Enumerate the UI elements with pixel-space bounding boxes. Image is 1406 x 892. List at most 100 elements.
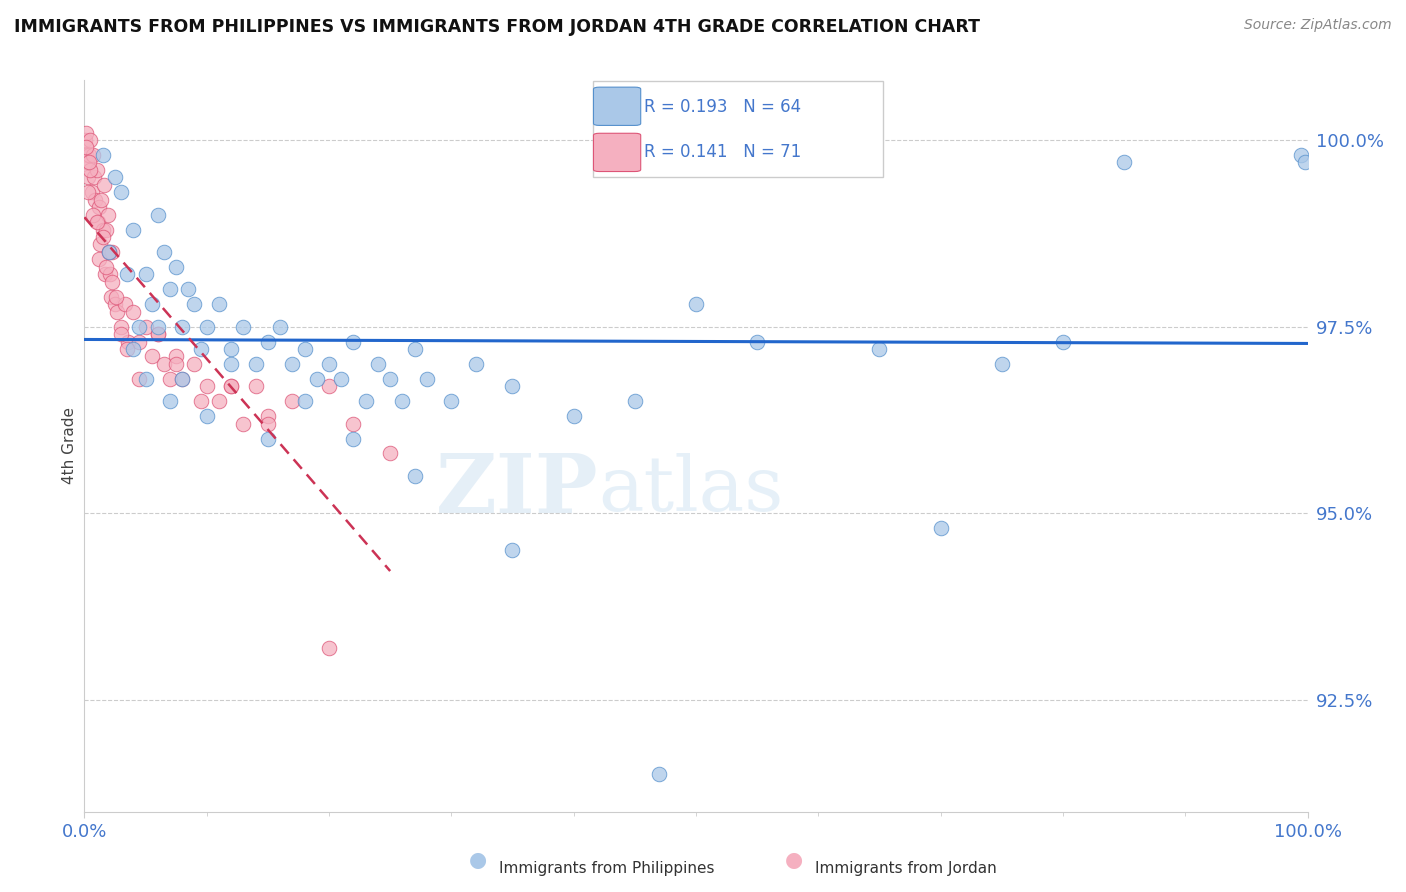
Point xyxy=(342,334,364,349)
Point xyxy=(232,319,254,334)
Point xyxy=(94,268,117,282)
Point xyxy=(86,162,108,177)
Point xyxy=(93,178,115,192)
Point xyxy=(153,244,176,259)
Point xyxy=(294,394,316,409)
Text: Source: ZipAtlas.com: Source: ZipAtlas.com xyxy=(1244,18,1392,32)
Point xyxy=(73,133,96,147)
Point xyxy=(195,319,218,334)
Point xyxy=(1291,148,1313,162)
Point xyxy=(165,357,187,371)
Point xyxy=(87,200,110,214)
Point xyxy=(96,260,118,274)
Text: ●: ● xyxy=(786,850,803,870)
Point xyxy=(89,237,111,252)
Point xyxy=(141,297,163,311)
Point xyxy=(128,334,150,349)
Point xyxy=(77,148,100,162)
FancyBboxPatch shape xyxy=(593,87,641,126)
Point xyxy=(110,186,132,200)
Point xyxy=(318,379,340,393)
Point xyxy=(318,640,340,655)
Point xyxy=(404,468,426,483)
Text: Immigrants from Philippines: Immigrants from Philippines xyxy=(499,861,714,876)
Point xyxy=(929,521,952,535)
Point xyxy=(96,222,118,236)
Point xyxy=(440,394,463,409)
Point xyxy=(128,372,150,386)
Point xyxy=(464,357,486,371)
Point xyxy=(122,342,145,356)
Point xyxy=(208,394,231,409)
Point xyxy=(146,326,169,341)
Point xyxy=(104,297,127,311)
Point xyxy=(380,446,402,460)
Text: Immigrants from Jordan: Immigrants from Jordan xyxy=(815,861,997,876)
Point xyxy=(79,133,101,147)
Point xyxy=(122,222,145,236)
Point xyxy=(318,357,340,371)
Point xyxy=(195,409,218,424)
Point xyxy=(87,252,110,267)
Point xyxy=(257,334,280,349)
Point xyxy=(135,268,157,282)
Point xyxy=(115,342,138,356)
Point xyxy=(219,342,242,356)
Point xyxy=(367,357,389,371)
Point xyxy=(330,372,353,386)
Point xyxy=(97,244,120,259)
Point xyxy=(1294,155,1316,169)
Point xyxy=(416,372,439,386)
FancyBboxPatch shape xyxy=(593,133,641,171)
Point xyxy=(172,372,194,386)
Point xyxy=(172,372,194,386)
FancyBboxPatch shape xyxy=(593,81,883,178)
Point xyxy=(128,319,150,334)
Point xyxy=(76,155,98,169)
Point xyxy=(281,357,304,371)
Point xyxy=(101,244,124,259)
Point xyxy=(219,379,242,393)
Point xyxy=(245,357,267,371)
Point xyxy=(747,334,769,349)
Point xyxy=(624,394,647,409)
Point xyxy=(83,170,105,185)
Point xyxy=(86,215,108,229)
Point xyxy=(91,148,114,162)
Point xyxy=(117,334,139,349)
Point xyxy=(1114,155,1136,169)
Point xyxy=(159,282,181,296)
Text: ZIP: ZIP xyxy=(436,450,598,530)
Point xyxy=(177,282,200,296)
Point xyxy=(90,193,112,207)
Point xyxy=(245,379,267,393)
Point xyxy=(101,275,124,289)
Point xyxy=(77,170,100,185)
Point xyxy=(75,126,97,140)
Point xyxy=(269,319,291,334)
Point xyxy=(115,268,138,282)
Point xyxy=(165,350,187,364)
Text: IMMIGRANTS FROM PHILIPPINES VS IMMIGRANTS FROM JORDAN 4TH GRADE CORRELATION CHAR: IMMIGRANTS FROM PHILIPPINES VS IMMIGRANT… xyxy=(14,18,980,36)
Point xyxy=(281,394,304,409)
Point xyxy=(105,290,128,304)
Point xyxy=(146,319,169,334)
Point xyxy=(404,342,426,356)
Point xyxy=(159,372,181,386)
Point xyxy=(380,372,402,386)
Point xyxy=(75,148,97,162)
Point xyxy=(159,394,181,409)
Point xyxy=(146,326,169,341)
Point xyxy=(141,350,163,364)
Text: ●: ● xyxy=(470,850,486,870)
Point xyxy=(122,304,145,318)
Point xyxy=(82,148,104,162)
Text: R = 0.141   N = 71: R = 0.141 N = 71 xyxy=(644,143,801,161)
Point xyxy=(146,208,169,222)
Point xyxy=(105,304,128,318)
Point xyxy=(75,140,97,154)
Point xyxy=(98,268,121,282)
Point xyxy=(87,215,110,229)
Point xyxy=(195,379,218,393)
Point xyxy=(79,162,101,177)
